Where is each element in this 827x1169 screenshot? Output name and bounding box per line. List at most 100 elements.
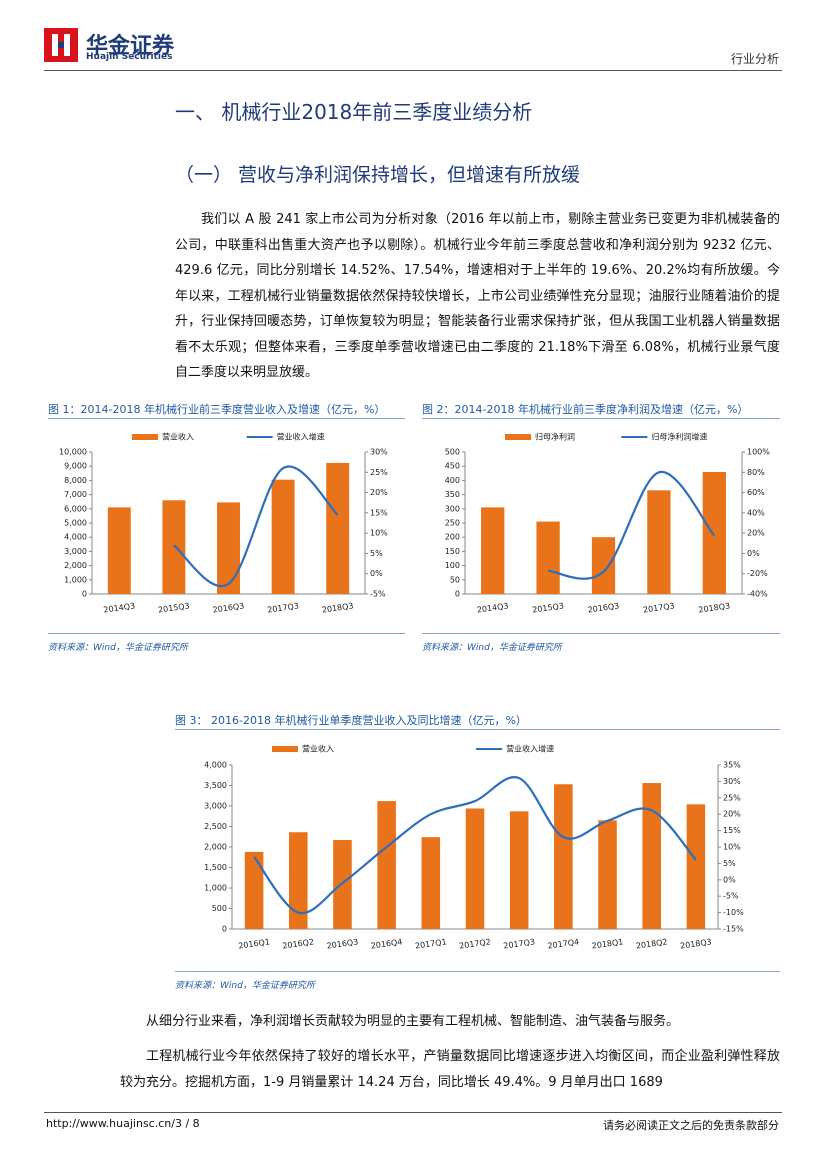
y-tick-label: 450: [445, 462, 460, 471]
y2-tick-label: 60%: [747, 488, 765, 497]
bar: [326, 462, 350, 594]
y-tick-label: 6,000: [64, 504, 87, 513]
line: [173, 465, 339, 588]
logo-icon: [44, 28, 78, 62]
y2-tick-label: 80%: [747, 468, 765, 477]
y2-tick-label: 5%: [723, 859, 736, 868]
y2-tick-label: 0%: [747, 549, 760, 558]
y-tick-label: 2,500: [204, 822, 227, 831]
heading: （一） 营收与净利润保持增长，但增速有所放缓: [175, 164, 581, 186]
bar: [421, 837, 441, 929]
chart-title: 图 2：2014-2018 年机械行业前三季度净利润及增速（亿元，%）: [422, 403, 749, 416]
y-tick-label: 1,000: [64, 575, 87, 584]
chart-title: 图 3： 2016-2018 年机械行业单季度营业收入及同比增速（亿元，%）: [175, 714, 527, 727]
y2-tick-label: 25%: [723, 793, 741, 802]
bar: [598, 820, 617, 929]
bar: [107, 507, 131, 594]
bar: [333, 840, 352, 929]
y2-tick-label: -10%: [723, 908, 744, 917]
y-tick-label: 1,500: [204, 863, 227, 872]
paragraph: 我们以 A 股 241 家上市公司为分析对象（2016 年以前上市，剔除主营业务…: [175, 212, 780, 380]
chart-frame: [48, 418, 405, 634]
footer-note: 请务必阅读正文之后的免责条款部分: [603, 1119, 779, 1132]
line: [253, 776, 697, 915]
x-tick-label: 2018Q3: [321, 601, 354, 614]
legend-label: 营业收入增速: [277, 432, 325, 442]
legend-label: 归母净利润增速: [651, 432, 707, 442]
logo-en: Huajin Securities: [86, 52, 173, 62]
x-tick-label: 2016Q4: [370, 937, 403, 950]
y2-tick-label: -5%: [370, 590, 386, 599]
bar: [377, 801, 396, 929]
y2-tick-label: 10%: [370, 529, 388, 538]
y-tick-label: 4,000: [204, 761, 227, 770]
y-tick-label: 250: [445, 519, 460, 528]
y-tick-label: 350: [445, 490, 460, 499]
x-tick-label: 2018Q1: [591, 937, 624, 950]
y-tick-label: 4,000: [64, 533, 87, 542]
y-tick-label: 500: [445, 448, 460, 457]
legend-label: 营业收入: [302, 744, 334, 754]
bar: [591, 537, 616, 594]
x-tick-label: 2015Q3: [532, 601, 565, 614]
y2-tick-label: 20%: [370, 488, 388, 497]
y-tick-label: 3,000: [204, 802, 227, 811]
bar: [162, 500, 186, 594]
y-tick-label: 8,000: [64, 476, 87, 485]
y-tick-label: 3,000: [64, 547, 87, 556]
y2-tick-label: 25%: [370, 468, 388, 477]
y2-tick-label: 20%: [723, 810, 741, 819]
y-tick-label: 1,000: [204, 884, 227, 893]
y-tick-label: 5,000: [64, 519, 87, 528]
y2-tick-label: 100%: [747, 448, 770, 457]
bar: [536, 521, 560, 594]
line: [547, 471, 716, 580]
y2-tick-label: -15%: [723, 925, 744, 934]
source: 资料来源：Wind，华金证券研究所: [175, 981, 315, 991]
bar: [288, 832, 308, 929]
legend-label: 归母净利润: [535, 432, 575, 442]
y2-tick-label: 5%: [370, 549, 383, 558]
x-tick-label: 2015Q3: [158, 601, 191, 614]
bar: [686, 804, 706, 929]
bar: [642, 783, 662, 929]
y2-tick-label: 30%: [370, 448, 388, 457]
legend-label: 营业收入增速: [506, 744, 554, 754]
y2-tick-label: 35%: [723, 761, 741, 770]
legend-swatch: [132, 434, 158, 440]
logo-text: 华金证券: [86, 34, 175, 59]
header-rule: [44, 70, 782, 71]
y-tick-label: 0: [82, 590, 87, 599]
bar: [465, 808, 485, 929]
chart: 0 1,000 2,000 3,000 4,000 5,000 6,000 7,000 8,00…: [59, 432, 388, 615]
y-tick-label: 200: [445, 533, 460, 542]
heading: 一、 机械行业2018年前三季度业绩分析: [175, 100, 533, 124]
y-tick-label: 500: [212, 904, 227, 913]
y-tick-label: 300: [445, 504, 460, 513]
y-tick-label: 50: [450, 575, 460, 584]
chart: 0 50 100 150 200 250 300 350 400 450 500 -40% -20% 0%…: [445, 432, 771, 615]
y2-tick-label: 0%: [370, 569, 383, 578]
source: 资料来源：Wind，华金证券研究所: [48, 643, 188, 653]
x-tick-label: 2017Q4: [547, 937, 580, 950]
y2-tick-label: 0%: [723, 875, 736, 884]
x-tick-label: 2016Q3: [326, 937, 359, 950]
source: 资料来源：Wind，华金证券研究所: [422, 643, 562, 653]
legend-swatch: [505, 434, 531, 440]
y-tick-label: 3,500: [204, 781, 227, 790]
y2-tick-label: 15%: [370, 508, 388, 517]
legend-label: 营业收入: [162, 432, 194, 442]
x-tick-label: 2017Q3: [267, 601, 300, 614]
x-tick-label: 2016Q3: [212, 601, 245, 614]
y-tick-label: 9,000: [64, 462, 87, 471]
x-tick-label: 2016Q3: [587, 601, 620, 614]
x-tick-label: 2018Q3: [698, 601, 731, 614]
x-tick-label: 2014Q3: [476, 601, 509, 614]
y-tick-label: 2,000: [64, 561, 87, 570]
bar: [702, 471, 726, 594]
x-tick-label: 2014Q3: [103, 601, 136, 614]
y-tick-label: 150: [445, 547, 460, 556]
y-tick-label: 0: [222, 925, 227, 934]
y2-tick-label: 20%: [747, 529, 765, 538]
